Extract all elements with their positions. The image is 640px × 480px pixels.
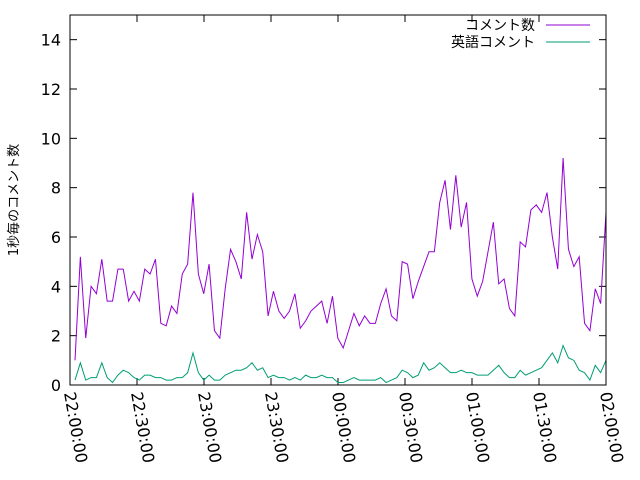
series-line-2: [74, 344, 607, 384]
legend-label-2: 英語コメント: [451, 34, 535, 51]
y-axis-label: 1秒毎のコメント数: [6, 144, 22, 256]
legend-label-1: コメント数: [465, 18, 535, 34]
series-line-1: [74, 158, 607, 361]
y-axis: 0 2 4 6 8 10 12 14: [41, 31, 606, 395]
y-tick-label: 14: [41, 31, 61, 50]
y-tick-label: 10: [41, 129, 61, 148]
y-tick-label: 4: [51, 277, 61, 296]
y-tick-label: 8: [51, 179, 61, 198]
y-tick-label: 0: [51, 376, 61, 395]
y-tick-label: 2: [51, 327, 61, 346]
plot-frame: [69, 14, 607, 386]
y-tick-label: 12: [41, 80, 61, 99]
y-tick-label: 6: [51, 228, 61, 247]
series-layer: [74, 158, 607, 384]
